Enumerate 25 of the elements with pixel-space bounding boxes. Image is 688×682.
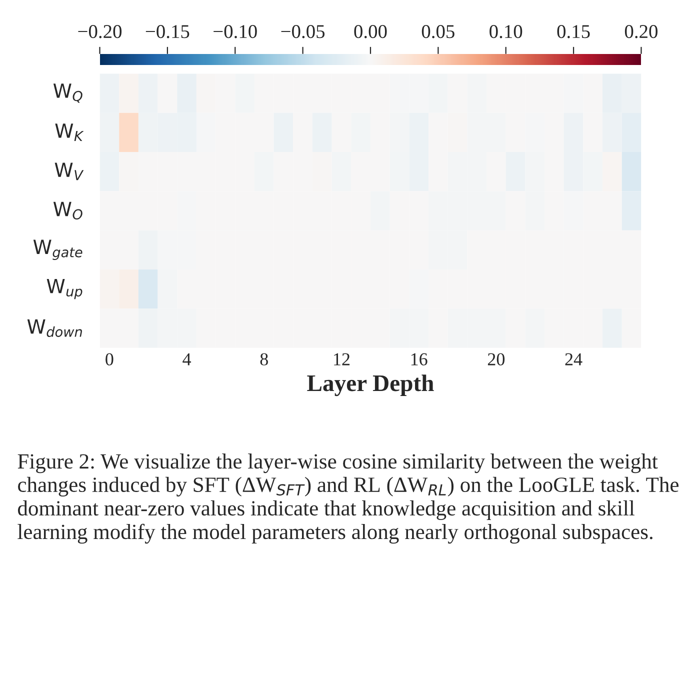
color-bar-label: 0.15 — [557, 25, 590, 38]
y-tick-label: W$_{K}$ — [55, 124, 84, 141]
y-tick-label: W$_{down}$ — [27, 319, 82, 337]
color-bar-label: −0.15 — [146, 25, 190, 38]
caption: Figure 2: We visualize the layer-wise cosine similarity between the weight changes induced by SFT (ΔW$_{SFT}$) and RL (ΔW$_{RL}$) on the LooGLE task. The dominant near-zero values indicate that knowledge acquisition and skill learning modify the model parameters along nearly orthogonal subspaces. — [18, 454, 679, 544]
y-tick-label: W$_{V}$ — [54, 162, 84, 180]
color-bar-label: 0.05 — [422, 25, 454, 38]
color-bar-label: 0.00 — [354, 25, 387, 38]
color-bar-label: −0.10 — [214, 25, 257, 38]
color-bar-label: 0.20 — [624, 25, 658, 38]
color-bar-label: −0.20 — [78, 25, 122, 38]
x-axis-title: Layer Depth — [307, 374, 434, 396]
y-tick-label: W$_{gate}$ — [33, 240, 82, 260]
x-tick-label: 0 — [106, 353, 114, 366]
y-tick-label: W$_{up}$ — [46, 278, 82, 300]
y-tick-label: W$_{O}$ — [53, 202, 82, 220]
x-tick-label: 16 — [411, 353, 428, 366]
x-tick-label: 20 — [488, 353, 505, 366]
color-bar-label: −0.05 — [281, 25, 325, 38]
color-bar-label: 0.10 — [490, 25, 522, 38]
x-tick-label: 24 — [565, 353, 582, 366]
x-tick-label: 12 — [334, 353, 350, 366]
x-tick-label: 4 — [182, 353, 192, 366]
x-tick-label: 8 — [260, 353, 268, 366]
y-tick-label: W$_{Q}$ — [53, 84, 82, 103]
